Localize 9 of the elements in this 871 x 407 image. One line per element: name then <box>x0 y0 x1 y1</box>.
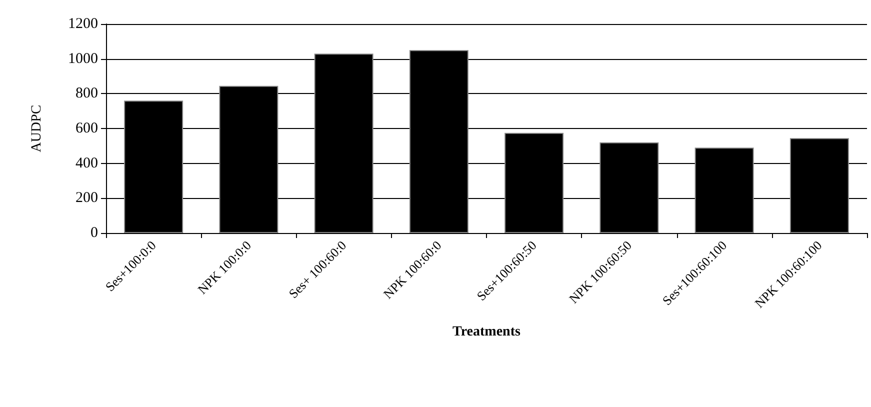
y-tick-label: 600 <box>76 120 98 136</box>
y-tick-label: 0 <box>90 225 98 241</box>
y-tick-label: 400 <box>76 155 98 172</box>
x-axis-title: Treatments <box>452 324 521 340</box>
y-tick-label: 800 <box>76 86 98 102</box>
y-tick-label: 200 <box>76 190 98 206</box>
y-tick-label: 1200 <box>68 16 98 32</box>
y-axis-title: AUDPC <box>30 104 44 152</box>
y-tick-label: 1000 <box>68 50 98 67</box>
